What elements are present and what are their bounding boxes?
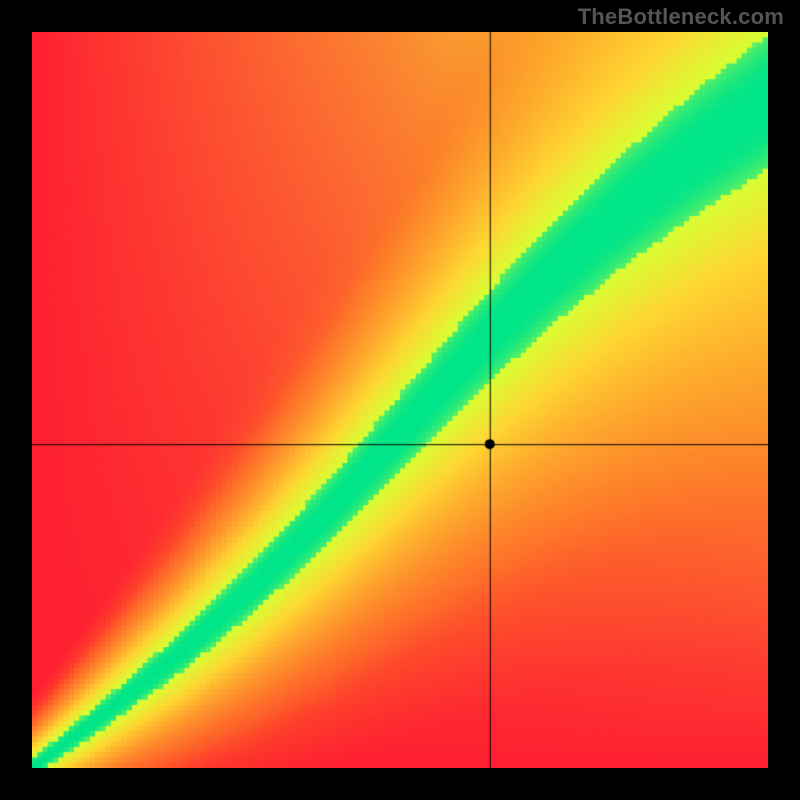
chart-container: TheBottleneck.com	[0, 0, 800, 800]
bottleneck-heatmap	[32, 32, 768, 768]
watermark-text: TheBottleneck.com	[578, 4, 784, 30]
